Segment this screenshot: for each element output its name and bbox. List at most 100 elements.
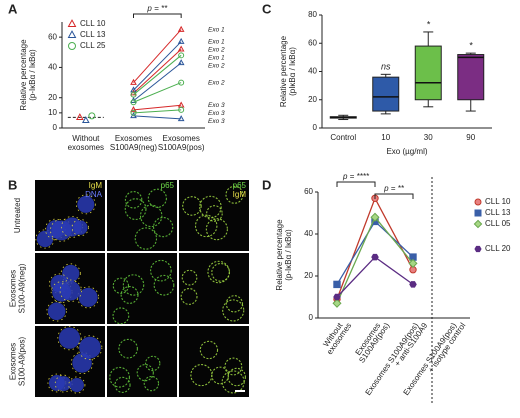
legend-label: CLL 05 xyxy=(485,219,511,228)
legend-marker xyxy=(474,209,482,217)
marker xyxy=(130,99,137,106)
cell-ring xyxy=(153,216,174,238)
x-tick-label: 10 xyxy=(381,133,390,142)
legend-label: CLL 25 xyxy=(80,41,106,50)
cell-ring xyxy=(139,204,163,228)
micrograph xyxy=(107,180,177,251)
cell-ring xyxy=(206,205,223,222)
cell-ring xyxy=(118,338,138,359)
cell-membrane xyxy=(35,229,55,249)
exo-label: Exo 1 xyxy=(208,26,225,33)
annotation: * xyxy=(469,41,473,51)
cell-ring xyxy=(194,214,218,238)
cell-ring xyxy=(227,367,246,387)
marker xyxy=(332,298,342,308)
exo-label: Exo 1 xyxy=(208,38,225,45)
bracket xyxy=(374,193,414,199)
y-tick-label: 0 xyxy=(53,123,58,132)
micrograph xyxy=(107,326,177,397)
cell-ring xyxy=(122,274,145,296)
row-label: S100-A9(pos) xyxy=(18,336,27,386)
marker xyxy=(178,106,185,113)
cell-membrane xyxy=(68,376,86,394)
y-axis-label: (pIκBα / IκBα) xyxy=(288,47,297,96)
panel-letter: D xyxy=(262,177,271,192)
marker xyxy=(333,280,341,289)
marker xyxy=(178,52,185,59)
y-tick-label: 20 xyxy=(48,93,57,102)
x-tick-label: S100A9(neg) xyxy=(110,143,157,152)
series-line xyxy=(336,220,414,285)
annotation: * xyxy=(426,19,430,29)
cell-ring xyxy=(143,375,160,392)
cell-ring xyxy=(109,366,130,388)
column-header: DNA xyxy=(85,190,103,199)
exo-label: Exo 2 xyxy=(208,62,225,69)
y-axis-label: (p-IκBα / IκBα) xyxy=(28,49,37,101)
box xyxy=(457,54,485,101)
marker xyxy=(177,37,185,44)
legend-label: CLL 13 xyxy=(80,30,106,39)
cell-ring xyxy=(112,307,130,325)
pair-line xyxy=(133,62,182,102)
legend-label: CLL 10 xyxy=(80,19,106,28)
cell-nucleus xyxy=(79,336,101,359)
cell-nucleus xyxy=(47,302,66,321)
cell-ring xyxy=(225,295,244,313)
cell-ring xyxy=(180,287,198,305)
box xyxy=(414,45,442,101)
y-axis-label: Relative percentage xyxy=(279,35,288,107)
cell-nucleus xyxy=(77,195,95,213)
column-header: IgM xyxy=(89,181,103,190)
cell-ring xyxy=(222,299,245,322)
x-tick-label: exosomes xyxy=(68,143,104,152)
row-label: Exosomes xyxy=(9,270,18,307)
cell-ring xyxy=(150,259,172,282)
x-axis-label: Exo (µg/ml) xyxy=(386,147,427,156)
legend-marker xyxy=(67,19,77,27)
panel-letter: A xyxy=(8,1,18,16)
pair-line xyxy=(133,109,182,114)
cell-ring xyxy=(124,191,143,209)
marker xyxy=(88,112,96,120)
y-tick-label: 80 xyxy=(308,10,317,19)
cell-membrane xyxy=(46,300,67,322)
annotation: ns xyxy=(381,62,391,72)
legend-label: CLL 20 xyxy=(485,244,511,253)
legend-marker xyxy=(473,219,483,229)
marker xyxy=(75,113,84,120)
x-tick-label: Control xyxy=(330,133,356,142)
marker xyxy=(130,109,137,116)
box xyxy=(372,76,400,112)
marker xyxy=(370,212,380,222)
cell-membrane xyxy=(71,218,90,237)
legend-marker xyxy=(68,42,76,50)
cell-ring xyxy=(112,277,130,294)
column-header: IgM xyxy=(233,190,247,199)
bracket xyxy=(336,181,376,187)
pair-line xyxy=(133,82,182,103)
cell-nucleus xyxy=(62,264,80,283)
exo-label: Exo 3 xyxy=(208,118,225,125)
exo-label: Exo 3 xyxy=(208,110,225,117)
cell-ring xyxy=(114,376,131,393)
cell-nucleus xyxy=(61,280,81,301)
column-header: p65 xyxy=(233,181,247,190)
cell-ring xyxy=(225,185,244,204)
y-tick-label: 60 xyxy=(48,32,57,41)
cell-ring xyxy=(205,218,228,241)
bracket xyxy=(133,13,182,18)
cell-membrane xyxy=(77,335,103,360)
cell-membrane xyxy=(57,326,82,351)
marker xyxy=(409,281,417,288)
marker xyxy=(130,78,137,85)
marker xyxy=(177,25,185,32)
cell-ring xyxy=(211,366,229,385)
cell-membrane xyxy=(59,279,82,302)
y-tick-label: 20 xyxy=(308,95,317,104)
y-tick-label: 40 xyxy=(48,63,57,72)
exo-label: Exo 2 xyxy=(208,46,225,53)
cell-nucleus xyxy=(78,287,98,307)
y-axis-label: Relative percentage xyxy=(275,219,284,291)
